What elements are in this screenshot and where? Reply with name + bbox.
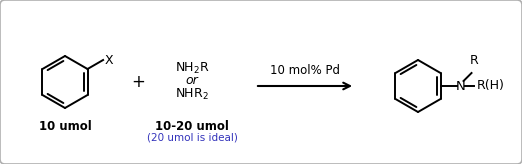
Text: X: X bbox=[105, 53, 114, 66]
Text: NH$_2$R: NH$_2$R bbox=[175, 61, 209, 76]
Text: R(H): R(H) bbox=[477, 80, 504, 92]
Text: R: R bbox=[470, 54, 479, 67]
Text: 10-20 umol: 10-20 umol bbox=[155, 120, 229, 133]
Text: N: N bbox=[456, 80, 466, 92]
Text: (20 umol is ideal): (20 umol is ideal) bbox=[147, 133, 238, 143]
Text: +: + bbox=[131, 73, 145, 91]
Text: 10 mol% Pd: 10 mol% Pd bbox=[270, 64, 340, 77]
Text: NHR$_2$: NHR$_2$ bbox=[175, 86, 209, 102]
Text: 10 umol: 10 umol bbox=[39, 120, 91, 133]
Text: or: or bbox=[186, 74, 198, 88]
